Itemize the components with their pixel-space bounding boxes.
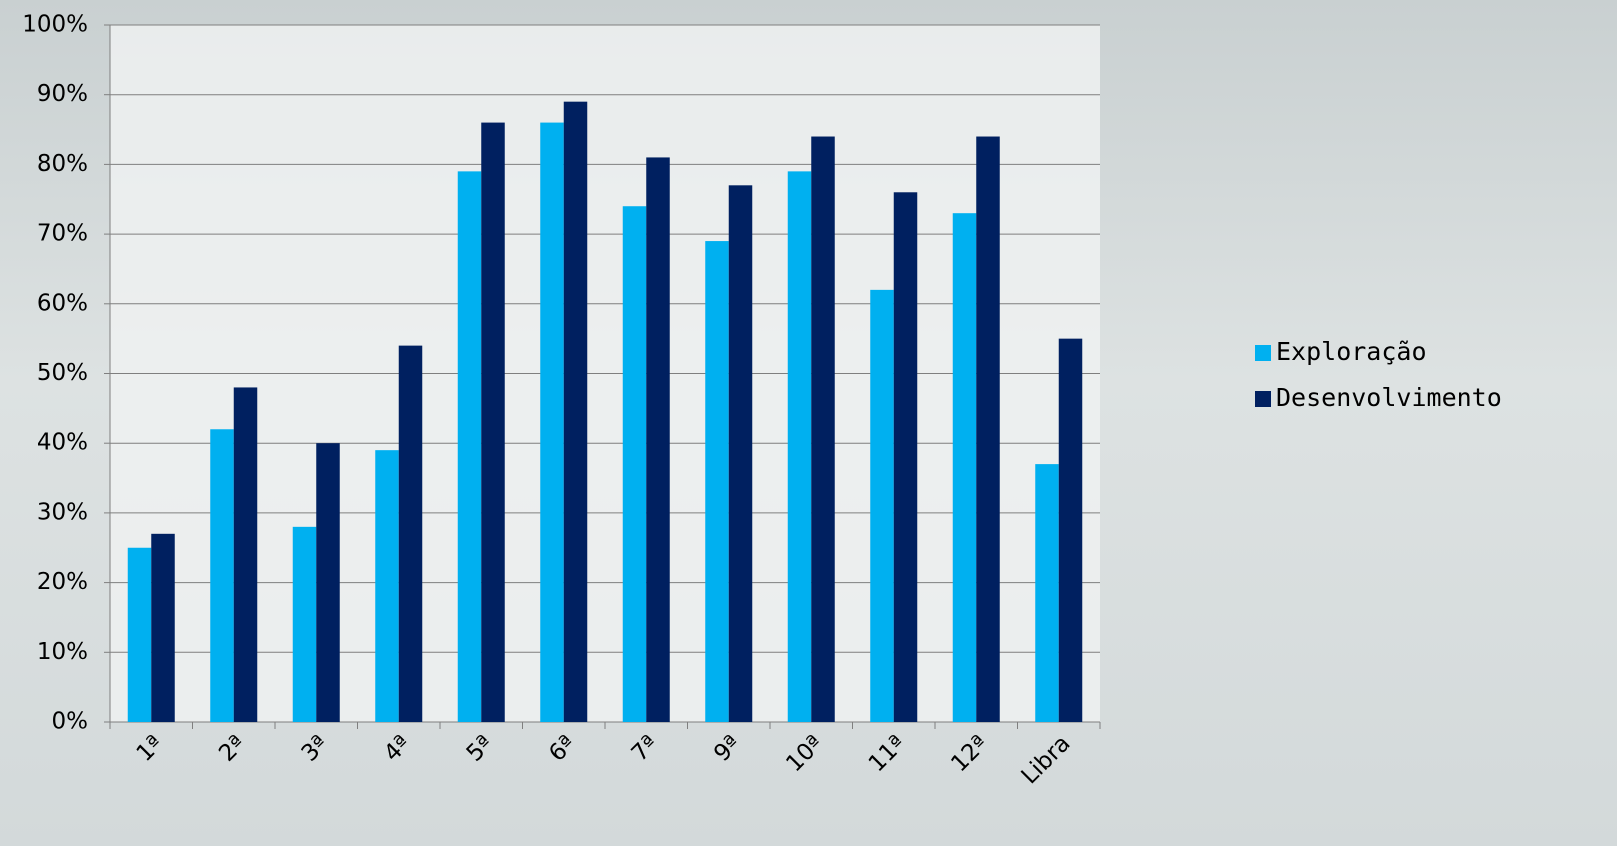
y-tick-label: 80%: [37, 151, 88, 177]
y-tick-label: 90%: [37, 81, 88, 107]
x-tick-label: 2ª: [214, 730, 250, 766]
bar: [787, 171, 812, 722]
x-tick-label: 6ª: [544, 730, 580, 766]
bar: [563, 101, 588, 723]
x-tick-label: 4ª: [379, 730, 415, 766]
x-tick-label: 12ª: [946, 730, 993, 777]
bar: [622, 206, 647, 723]
x-tick-label: 5ª: [462, 730, 498, 766]
bar: [893, 192, 918, 722]
y-tick-label: 70%: [37, 221, 88, 247]
y-tick-label: 0%: [52, 709, 89, 735]
x-tick-label: 9ª: [709, 730, 745, 766]
bar: [210, 429, 234, 722]
bar: [728, 185, 753, 722]
bar: [292, 526, 317, 722]
x-tick-label: Libra: [1017, 730, 1076, 789]
bar: [952, 213, 977, 722]
x-tick-label: 11ª: [864, 730, 911, 777]
x-tick-label: 3ª: [297, 730, 333, 766]
legend-label: Desenvolvimento: [1276, 383, 1502, 412]
bar: [398, 345, 423, 722]
bar: [540, 122, 564, 722]
bar: [457, 171, 482, 722]
bar: [127, 547, 152, 722]
bar: [870, 289, 894, 722]
bar: [375, 450, 399, 722]
legend-swatch: [1255, 391, 1271, 407]
bar: [151, 533, 175, 722]
bar: [233, 387, 258, 722]
bar: [1058, 338, 1083, 722]
y-tick-label: 40%: [37, 430, 88, 456]
y-tick-label: 10%: [37, 639, 88, 665]
y-tick-label: 30%: [37, 499, 88, 525]
x-tick-label: 1ª: [132, 730, 168, 766]
bar: [316, 443, 340, 722]
x-tick-label: 10ª: [781, 730, 828, 777]
legend-swatch: [1255, 345, 1271, 361]
bar: [811, 136, 835, 722]
y-tick-label: 20%: [37, 569, 88, 595]
bar: [976, 136, 1000, 722]
bar: [481, 122, 505, 722]
legend-label: Exploração: [1276, 337, 1427, 366]
y-tick-label: 100%: [22, 12, 88, 38]
bar: [1035, 464, 1059, 722]
y-tick-label: 50%: [37, 360, 88, 386]
bar: [705, 241, 729, 722]
x-tick-label: 7ª: [627, 730, 663, 766]
bar: [646, 157, 670, 722]
y-tick-label: 60%: [37, 290, 88, 316]
